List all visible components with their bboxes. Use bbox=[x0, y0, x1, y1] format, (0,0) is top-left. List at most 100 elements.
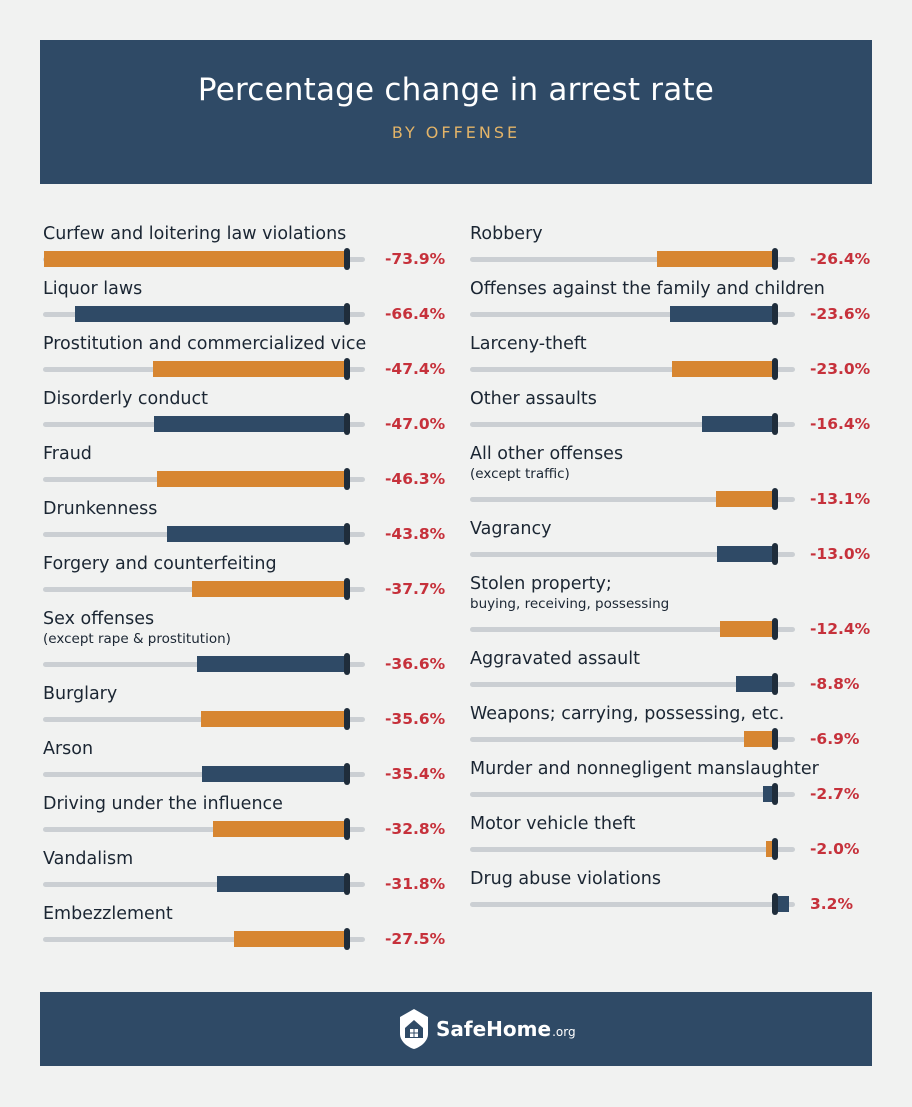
bar bbox=[735, 676, 775, 692]
bar bbox=[152, 361, 347, 377]
bar-value-label: -27.5% bbox=[385, 930, 446, 948]
bar-label: Embezzlement bbox=[43, 904, 173, 924]
zero-marker bbox=[344, 523, 350, 545]
zero-marker bbox=[344, 468, 350, 490]
bar-value-label: 3.2% bbox=[810, 895, 853, 913]
bar-label: Stolen property; bbox=[470, 574, 612, 594]
zero-marker bbox=[772, 783, 778, 805]
bar-label: Liquor laws bbox=[43, 279, 143, 299]
zero-marker bbox=[772, 543, 778, 565]
zero-marker bbox=[344, 818, 350, 840]
bar bbox=[74, 306, 347, 322]
bar-value-label: -35.6% bbox=[385, 710, 446, 728]
bar-track bbox=[470, 791, 795, 797]
bar bbox=[672, 361, 775, 377]
zero-marker bbox=[344, 303, 350, 325]
bar bbox=[154, 416, 347, 432]
header-banner: Percentage change in arrest rate BY OFFE… bbox=[40, 40, 872, 184]
bar bbox=[657, 251, 775, 267]
bar bbox=[701, 416, 775, 432]
zero-marker bbox=[772, 893, 778, 915]
bar-track bbox=[470, 846, 795, 852]
bar bbox=[762, 786, 775, 802]
bar-value-label: -2.7% bbox=[810, 785, 860, 803]
bar-value-label: -13.1% bbox=[810, 490, 871, 508]
bar bbox=[669, 306, 775, 322]
zero-marker bbox=[344, 248, 350, 270]
bar-value-label: -16.4% bbox=[810, 415, 871, 433]
safehome-logo: SafeHome .org bbox=[398, 1006, 576, 1052]
bar-label: All other offenses bbox=[470, 444, 624, 464]
bar-sublabel: (except rape & prostitution) bbox=[43, 631, 231, 647]
bar-value-label: -23.0% bbox=[810, 360, 871, 378]
zero-marker bbox=[772, 358, 778, 380]
zero-marker bbox=[344, 358, 350, 380]
zero-marker bbox=[772, 728, 778, 750]
bar-label: Disorderly conduct bbox=[43, 389, 209, 409]
bar-label: Aggravated assault bbox=[470, 649, 640, 669]
bar-value-label: -35.4% bbox=[385, 765, 446, 783]
zero-marker bbox=[772, 488, 778, 510]
bar-track bbox=[470, 311, 795, 317]
zero-marker bbox=[344, 413, 350, 435]
bar-sublabel: (except traffic) bbox=[470, 466, 570, 482]
bar-track bbox=[470, 366, 795, 372]
bar-track bbox=[470, 421, 795, 427]
bar-value-label: -43.8% bbox=[385, 525, 446, 543]
footer-banner: SafeHome .org bbox=[40, 992, 872, 1066]
bar-track bbox=[470, 256, 795, 262]
bar-track bbox=[470, 626, 795, 632]
bar-label: Vandalism bbox=[43, 849, 134, 869]
bar-label: Curfew and loitering law violations bbox=[43, 224, 347, 244]
bar-value-label: -13.0% bbox=[810, 545, 871, 563]
bar-value-label: -6.9% bbox=[810, 730, 860, 748]
zero-marker bbox=[772, 673, 778, 695]
bar-label: Weapons; carrying, possessing, etc. bbox=[470, 704, 785, 724]
bar-label: Motor vehicle theft bbox=[470, 814, 636, 834]
bar bbox=[157, 471, 347, 487]
bar bbox=[212, 821, 347, 837]
bar-value-label: -23.6% bbox=[810, 305, 871, 323]
bar-track bbox=[43, 936, 365, 942]
bar bbox=[192, 581, 347, 597]
brand-name: SafeHome bbox=[436, 1017, 552, 1041]
bar-value-label: -2.0% bbox=[810, 840, 860, 858]
bar-label: Drug abuse violations bbox=[470, 869, 661, 889]
bar-value-label: -47.0% bbox=[385, 415, 446, 433]
bar-track bbox=[43, 826, 365, 832]
bar-track bbox=[470, 681, 795, 687]
bar-value-label: -66.4% bbox=[385, 305, 446, 323]
zero-marker bbox=[344, 928, 350, 950]
bar bbox=[234, 931, 347, 947]
bar-label: Murder and nonnegligent manslaughter bbox=[470, 759, 819, 779]
bar bbox=[766, 841, 775, 857]
zero-marker bbox=[772, 248, 778, 270]
bar bbox=[719, 621, 775, 637]
bar-value-label: -32.8% bbox=[385, 820, 446, 838]
bar-label: Offenses against the family and children bbox=[470, 279, 825, 299]
zero-marker bbox=[344, 873, 350, 895]
page-subtitle: BY OFFENSE bbox=[391, 123, 521, 142]
zero-marker bbox=[772, 303, 778, 325]
page-title: Percentage change in arrest rate bbox=[197, 72, 715, 108]
zero-marker bbox=[344, 578, 350, 600]
bar-label: Larceny-theft bbox=[470, 334, 587, 354]
bar bbox=[716, 491, 775, 507]
bar-track bbox=[43, 881, 365, 887]
bar-value-label: -73.9% bbox=[385, 250, 446, 268]
bar-value-label: -26.4% bbox=[810, 250, 871, 268]
bar-track bbox=[470, 551, 795, 557]
bar-label: Fraud bbox=[43, 444, 92, 464]
zero-marker bbox=[344, 653, 350, 675]
zero-marker bbox=[344, 708, 350, 730]
bar bbox=[716, 546, 775, 562]
bar-label: Robbery bbox=[470, 224, 543, 244]
bar-label: Forgery and counterfeiting bbox=[43, 554, 277, 574]
bar bbox=[216, 876, 347, 892]
bar-label: Sex offenses bbox=[43, 609, 155, 629]
bar-value-label: -8.8% bbox=[810, 675, 860, 693]
bar-track bbox=[470, 736, 795, 742]
bar-label: Driving under the influence bbox=[43, 794, 283, 814]
bar bbox=[201, 711, 347, 727]
